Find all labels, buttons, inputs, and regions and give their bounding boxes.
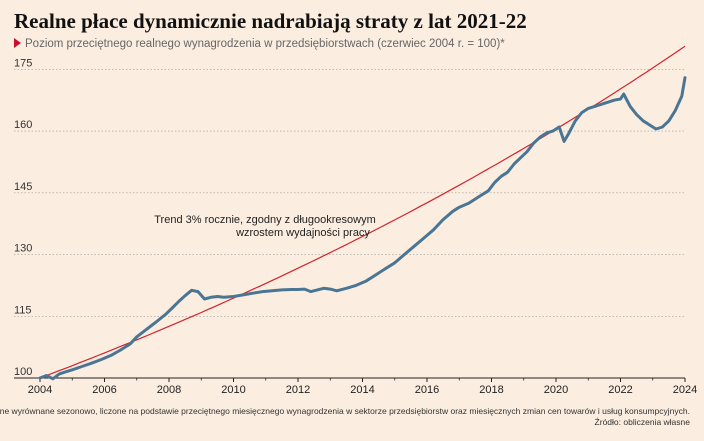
footnote: * dane wyrównane sezonowo, liczone na po…	[0, 406, 690, 428]
x-tick-label: 2024	[673, 384, 697, 396]
y-tick-label: 115	[14, 304, 32, 316]
x-tick-label: 2018	[479, 384, 503, 396]
x-tick-label: 2022	[608, 384, 632, 396]
x-axis: 2004 2006 2008 2010 2012 2014 2016 2018 2020 2022…	[14, 377, 697, 396]
trend-annotation: Trend 3% rocznie, zgodny z długookresowy…	[154, 214, 376, 239]
x-tick-label: 2014	[350, 384, 374, 396]
x-tick-label: 2012	[286, 384, 310, 396]
x-tick-label: 2004	[28, 384, 52, 396]
subtitle-marker-icon	[14, 38, 21, 48]
y-tick-label: 130	[14, 243, 32, 255]
trend-line	[39, 45, 686, 379]
footnote-line-1: * dane wyrównane sezonowo, liczone na po…	[0, 406, 690, 416]
chart-title: Realne płace dynamicznie nadrabiają stra…	[14, 9, 527, 33]
x-tick-label: 2016	[415, 384, 439, 396]
y-tick-label: 160	[14, 119, 32, 131]
annotation-line-1: Trend 3% rocznie, zgodny z długookresowy…	[154, 214, 376, 226]
wage-series-line	[38, 76, 687, 381]
y-axis-labels: 100 115 130 145 160 175	[14, 57, 32, 378]
x-tick-label: 2008	[157, 384, 181, 396]
y-tick-label: 100	[14, 366, 32, 378]
x-tick-label: 2020	[544, 384, 568, 396]
series-group	[38, 45, 687, 381]
y-tick-label: 175	[14, 57, 32, 69]
x-tick-label: 2010	[221, 384, 245, 396]
subtitle-text: Poziom przeciętnego realnego wynagrodzen…	[25, 38, 505, 50]
y-tick-label: 145	[14, 181, 32, 193]
chart-subtitle: Poziom przeciętnego realnego wynagrodzen…	[14, 38, 505, 50]
source-line: Źródło: obliczenia własne	[594, 417, 690, 427]
x-tick-label: 2006	[92, 384, 116, 396]
annotation-line-2: wzrostem wydajności pracy	[235, 227, 370, 239]
gridlines	[14, 69, 685, 317]
